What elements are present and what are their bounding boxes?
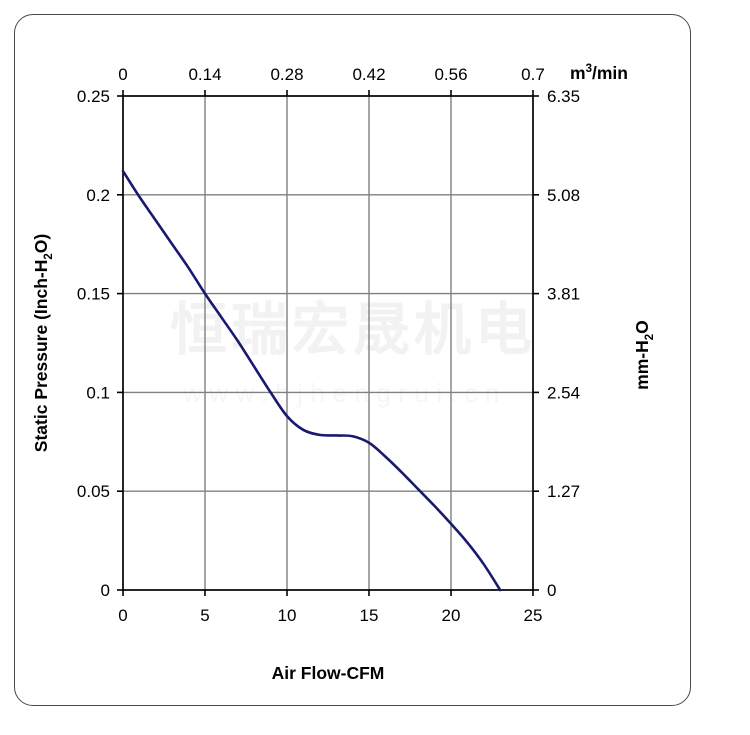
ytick-label-left: 0.15 — [77, 285, 110, 304]
xtick-label-top: 0.28 — [270, 65, 303, 84]
ytick-label-right: 6.35 — [547, 87, 580, 106]
ytick-label-left: 0.25 — [77, 87, 110, 106]
ytick-label-right: 5.08 — [547, 186, 580, 205]
xtick-label-bottom: 5 — [200, 606, 209, 625]
xtick-label-bottom: 20 — [442, 606, 461, 625]
xaxis-title-top: m3/min — [570, 63, 628, 83]
xtick-label-bottom: 10 — [278, 606, 297, 625]
ytick-label-left: 0.1 — [86, 383, 110, 402]
ytick-label-left: 0.2 — [86, 186, 110, 205]
xtick-label-top: 0.42 — [352, 65, 385, 84]
axis-titles: Air Flow-CFM m3/min Static Pressure (Inch-… — [31, 63, 656, 683]
ytick-label-right: 3.81 — [547, 285, 580, 304]
plot-border-rect — [122, 95, 534, 591]
xtick-label-bottom: 25 — [524, 606, 543, 625]
data-series-curve — [121, 169, 502, 592]
ytick-label-right: 0 — [547, 581, 556, 600]
ytick-label-right: 1.27 — [547, 482, 580, 501]
outer-frame-border — [14, 14, 691, 706]
axis-tick-labels: 0 5 10 15 20 250 0.14 0.28 0.42 0.56 0.700.050.10.… — [77, 65, 580, 625]
xtick-label-bottom: 15 — [360, 606, 379, 625]
xtick-label-top: 0.14 — [188, 65, 221, 84]
xaxis-title-bottom: Air Flow-CFM — [272, 663, 385, 683]
pressure-curve-path — [121, 169, 502, 592]
ytick-label-left: 0.05 — [77, 482, 110, 501]
ytick-label-left: 0 — [101, 581, 110, 600]
xtick-label-top: 0 — [118, 65, 127, 84]
xtick-label-top: 0.7 — [521, 65, 545, 84]
yaxis-title-right: mm-H2O — [632, 320, 656, 390]
axis-tick-marks — [117, 90, 539, 596]
yaxis-title-left: Static Pressure (Inch-H2O) — [31, 234, 55, 452]
plot-area-border — [122, 95, 534, 591]
xtick-label-bottom: 0 — [118, 606, 127, 625]
xtick-label-top: 0.56 — [434, 65, 467, 84]
ytick-label-right: 2.54 — [547, 383, 580, 402]
xaxis-title-top-text: m3/min — [570, 63, 628, 83]
gridlines — [123, 96, 533, 590]
